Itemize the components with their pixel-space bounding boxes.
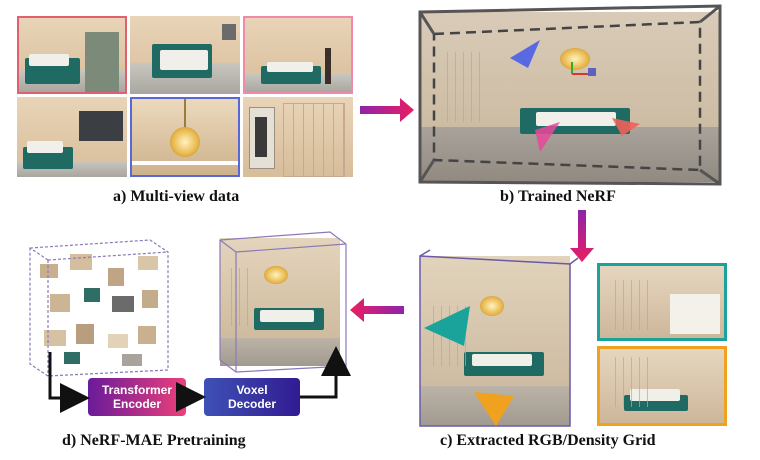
masked-cube-edges [29, 239, 169, 377]
flow-arrow-in [48, 352, 90, 413]
caption-extracted-grid: c) Extracted RGB/Density Grid [440, 432, 656, 449]
arrow-a-to-b [360, 98, 414, 122]
camera-frustum-teal [424, 306, 470, 346]
encoder-line-1: Transformer [101, 383, 173, 397]
caption-multi-view-data: a) Multi-view data [113, 188, 240, 205]
decoder-line-1: Voxel [236, 383, 268, 397]
caption-trained-nerf: b) Trained NeRF [500, 188, 616, 205]
view-thumbnail-6 [243, 97, 353, 177]
transformer-encoder-block: Transformer Encoder [88, 378, 186, 416]
grid-cube-edges [419, 249, 579, 427]
encoder-line-2: Encoder [112, 397, 161, 411]
decoder-line-2: Decoder [227, 397, 277, 411]
grid-view-orange [597, 346, 727, 426]
reconstructed-cube-edges [219, 231, 347, 373]
reconstructed-grid [220, 238, 340, 366]
view-thumbnail-4 [17, 97, 127, 177]
caption-nerf-mae-pretraining: d) NeRF-MAE Pretraining [62, 432, 246, 449]
view-thumbnail-5 [130, 97, 240, 177]
camera-frustum-pink [535, 122, 560, 152]
camera-frustum-orange [474, 392, 514, 426]
camera-frustum-blue [510, 40, 540, 68]
axis-glyph [571, 62, 596, 76]
voxel-decoder-block: Voxel Decoder [204, 378, 300, 416]
arrow-b-to-c [570, 210, 594, 262]
arrow-c-to-d [350, 298, 404, 322]
view-thumbnail-1 [17, 16, 127, 94]
trained-nerf-render [420, 12, 720, 182]
nerf-box-edges [418, 4, 722, 186]
camera-frustum-red [612, 118, 640, 136]
flow-arrow-out [300, 346, 351, 399]
grid-view-teal [597, 263, 727, 341]
masked-voxel-grid [30, 244, 168, 374]
view-thumbnail-3 [243, 16, 353, 94]
view-thumbnail-2 [130, 16, 240, 94]
extracted-grid-render [420, 256, 570, 426]
